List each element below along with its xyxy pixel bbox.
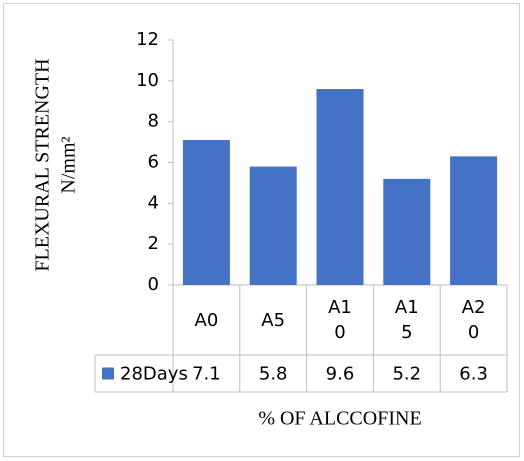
data-label: 5.2 [392,364,421,385]
data-label: 5.8 [259,364,288,385]
legend-swatch [102,367,114,380]
bar [450,156,498,285]
x-axis-label: % OF ALCCOFINE [258,408,421,430]
y-tick-label: 6 [148,152,159,173]
y-tick-label: 12 [136,29,159,50]
y-axis-label-unit: N/mm² [58,136,80,193]
x-tick-label: A10 [328,297,352,343]
data-label: 9.6 [326,364,355,385]
bar [316,89,364,285]
x-tick-label: A5 [261,309,286,331]
y-tick-label: 0 [148,274,159,295]
bar [383,178,431,285]
y-axis-label: FLEXURAL STRENGTH [32,58,54,271]
bar [249,166,297,285]
y-tick-label: 8 [148,111,159,132]
x-tick-label: A0 [194,309,219,331]
data-label: 7.1 [192,364,221,385]
x-tick-label: A20 [461,297,486,343]
y-tick-label: 10 [136,70,159,91]
bar [182,140,230,285]
y-tick-label: 4 [148,192,159,213]
legend-label: 28Days [120,364,188,385]
x-tick-label: A15 [394,297,419,343]
y-tick-label: 2 [148,233,159,254]
data-label: 6.3 [459,364,488,385]
